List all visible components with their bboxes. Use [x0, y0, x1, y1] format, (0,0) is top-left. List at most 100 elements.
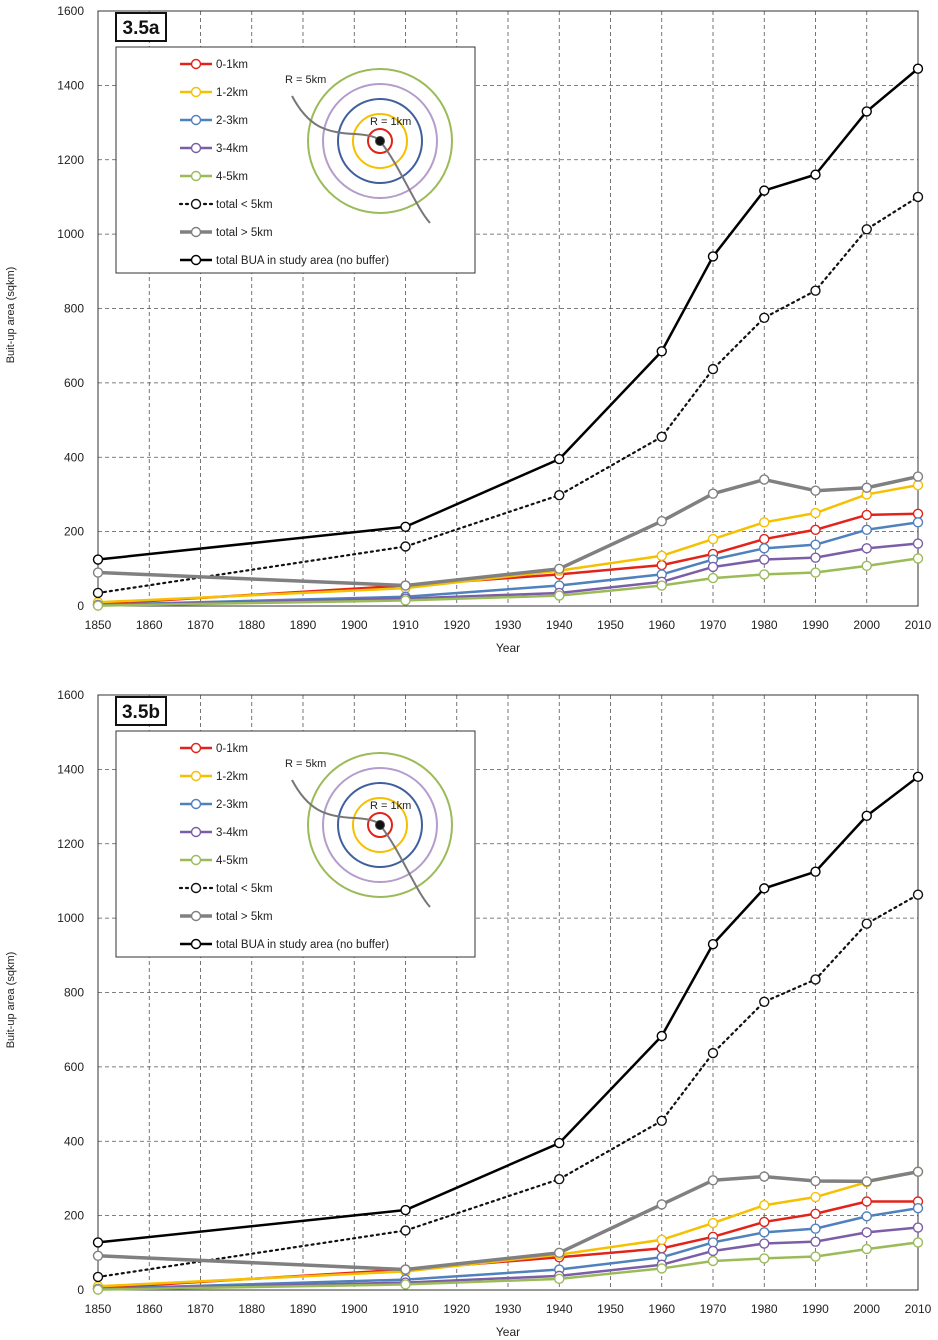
series-total-bua-in-study-area-no-buffer-: [92, 63, 924, 565]
data-point: [861, 509, 872, 521]
buffer-ring: [337, 782, 423, 868]
legend-label: total < 5km: [216, 883, 273, 895]
x-tick-label: 1930: [495, 1302, 522, 1316]
data-point: [861, 224, 872, 235]
river-line: [291, 779, 431, 908]
y-tick-label: 1400: [57, 762, 84, 776]
data-point: [810, 507, 821, 519]
data-point: [656, 1030, 667, 1042]
legend-label: 0-1km: [216, 59, 248, 71]
data-point: [810, 567, 821, 578]
x-tick-label: 1980: [751, 1302, 778, 1316]
legend-item: total > 5km: [180, 910, 273, 923]
data-point: [912, 538, 924, 549]
legend-marker: [190, 86, 202, 98]
data-point: [912, 1166, 924, 1177]
legend-marker: [190, 826, 202, 838]
y-axis-label: Buit-up area (sqkm): [5, 267, 17, 364]
buffer-ring: [307, 752, 453, 898]
data-point: [861, 106, 872, 117]
legend-item: 4-5km: [180, 854, 248, 867]
data-point: [400, 1264, 411, 1275]
buffer-ring: [352, 797, 408, 853]
x-tick-label: 1890: [290, 618, 317, 632]
x-tick-label: 1860: [136, 618, 163, 632]
x-tick-label: 1910: [392, 1302, 419, 1316]
x-axis: 1850 1860 1870 1880 1890 1900 1910 1920 1930 1940…: [85, 618, 932, 632]
buffer-ring: [322, 767, 438, 883]
legend-marker: [190, 226, 202, 238]
data-point: [861, 543, 872, 554]
data-point: [656, 431, 667, 442]
data-point: [92, 1271, 104, 1283]
plot-frame: [97, 10, 919, 607]
data-point: [759, 517, 770, 528]
data-point: [810, 1208, 821, 1219]
data-point: [400, 580, 411, 591]
data-point: [861, 1211, 872, 1222]
data-point: [810, 552, 821, 563]
legend: 0-1km 1-2km 2-3km 3-4km 4-5km total < 5km tota…: [115, 730, 476, 958]
x-tick-label: 2000: [853, 618, 880, 632]
data-point: [707, 488, 719, 499]
legend-item: 1-2km: [180, 86, 248, 99]
legend-box: [115, 730, 476, 958]
data-point: [656, 1115, 667, 1126]
y-tick-label: 600: [64, 376, 84, 390]
data-point: [810, 866, 821, 877]
legend-label: total > 5km: [216, 227, 273, 239]
buffer-ring: [337, 98, 423, 184]
y-tick-label: 200: [64, 525, 84, 539]
data-point: [400, 1204, 411, 1216]
legend-label: 2-3km: [216, 115, 248, 127]
data-point: [912, 771, 924, 783]
data-point: [707, 572, 719, 584]
data-point: [861, 1227, 872, 1238]
inner-radius-label: R = 1km: [370, 800, 411, 812]
x-axis-label: Year: [496, 641, 520, 655]
legend-marker: [190, 198, 202, 210]
data-point: [92, 587, 104, 599]
legend-label: 4-5km: [216, 855, 248, 867]
legend-marker: [190, 58, 202, 70]
legend-item: 0-1km: [180, 742, 248, 755]
data-point: [861, 1196, 872, 1207]
data-point: [554, 1273, 565, 1285]
legend-label: 2-3km: [216, 799, 248, 811]
legend-item: total BUA in study area (no buffer): [180, 254, 389, 267]
data-point: [912, 63, 924, 74]
buffer-ring: [367, 812, 393, 838]
data-point: [810, 1191, 821, 1203]
series-3-4km: [92, 538, 924, 611]
data-point: [912, 1237, 924, 1248]
legend-item: 3-4km: [180, 142, 248, 155]
data-point: [554, 590, 565, 601]
x-axis-label: Year: [496, 1325, 520, 1339]
x-tick-label: 2010: [905, 1302, 932, 1316]
series-4-5km: [92, 553, 924, 611]
x-tick-label: 1920: [443, 1302, 470, 1316]
data-point: [759, 1238, 770, 1249]
x-tick-label: 1880: [238, 618, 265, 632]
data-point: [656, 1263, 667, 1274]
x-tick-label: 1850: [85, 1302, 112, 1316]
data-point: [656, 550, 667, 561]
legend-item: 4-5km: [180, 170, 248, 183]
data-point: [759, 1171, 770, 1182]
legend-item: 0-1km: [180, 58, 248, 71]
y-axis-label: Buit-up area (sqkm): [5, 952, 17, 1049]
data-point: [912, 1222, 924, 1233]
data-point: [707, 938, 719, 950]
series-total-bua-in-study-area-no-buffer-: [92, 771, 924, 1248]
data-point: [554, 489, 565, 501]
buffer-diagram: R = 5km R = 1km: [285, 752, 453, 908]
x-tick-label: 1880: [238, 1302, 265, 1316]
x-tick-label: 1940: [546, 618, 573, 632]
x-axis: 1850 1860 1870 1880 1890 1900 1910 1920 1930 1940…: [85, 1302, 932, 1316]
data-point: [759, 185, 770, 196]
x-tick-label: 1950: [597, 618, 624, 632]
data-point: [656, 346, 667, 357]
data-point: [912, 479, 924, 491]
data-point: [656, 1234, 667, 1245]
